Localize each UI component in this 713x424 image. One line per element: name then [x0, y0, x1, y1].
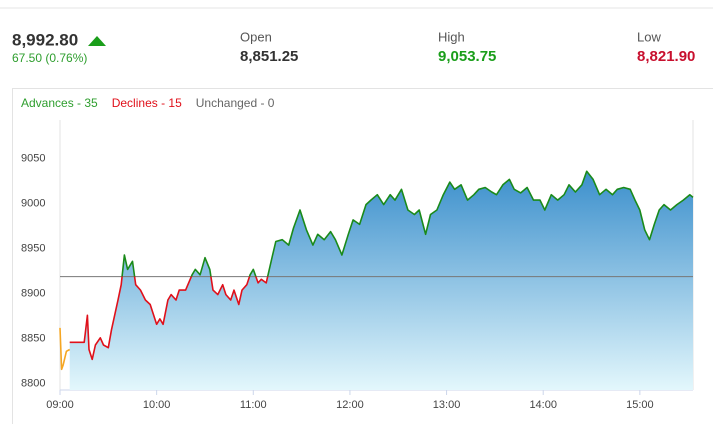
stats: Open 8,851.25 High 9,053.75 Low 8,821.90	[240, 29, 695, 65]
x-tick-label: 09:00	[46, 399, 74, 411]
chart-box	[12, 88, 713, 424]
price-line	[59, 327, 71, 371]
stat-value: 9,053.75	[438, 48, 496, 65]
up-arrow	[88, 36, 106, 46]
plot: 8800 8850 8900 8950 9000 9050 09:00 10:00 11:00 1…	[21, 120, 694, 411]
legend: Advances - 35 Declines - 15 Unchanged - 0	[21, 96, 275, 110]
x-tick-label: 11:00	[240, 399, 267, 411]
x-tick-label: 14:00	[529, 399, 557, 411]
x-tick-label: 15:00	[626, 399, 654, 411]
x-tick-label: 12:00	[336, 399, 364, 411]
stat-label: Open	[240, 29, 272, 44]
stat-label: Low	[637, 29, 661, 44]
x-tick-label: 10:00	[143, 399, 171, 411]
y-tick-label: 9000	[21, 198, 45, 210]
y-tick-label: 9050	[21, 153, 45, 165]
area	[69, 171, 693, 390]
y-tick-label: 8950	[21, 243, 45, 255]
last-price: 8,992.80	[12, 30, 78, 49]
change: 67.50 (0.76%)	[12, 51, 87, 65]
breadth-item: Advances - 35	[21, 96, 98, 110]
stat-label: High	[438, 29, 465, 44]
y-tick-label: 8850	[21, 333, 45, 345]
y-tick-label: 8900	[21, 288, 45, 300]
stat-value: 8,821.90	[637, 48, 695, 65]
breadth-item: Declines - 15	[112, 96, 182, 110]
price-line	[69, 170, 694, 361]
y-tick-label: 8800	[21, 378, 45, 390]
x-tick-label: 13:00	[433, 399, 461, 411]
stat-value: 8,851.25	[240, 48, 298, 65]
breadth-item: Unchanged - 0	[196, 96, 275, 110]
